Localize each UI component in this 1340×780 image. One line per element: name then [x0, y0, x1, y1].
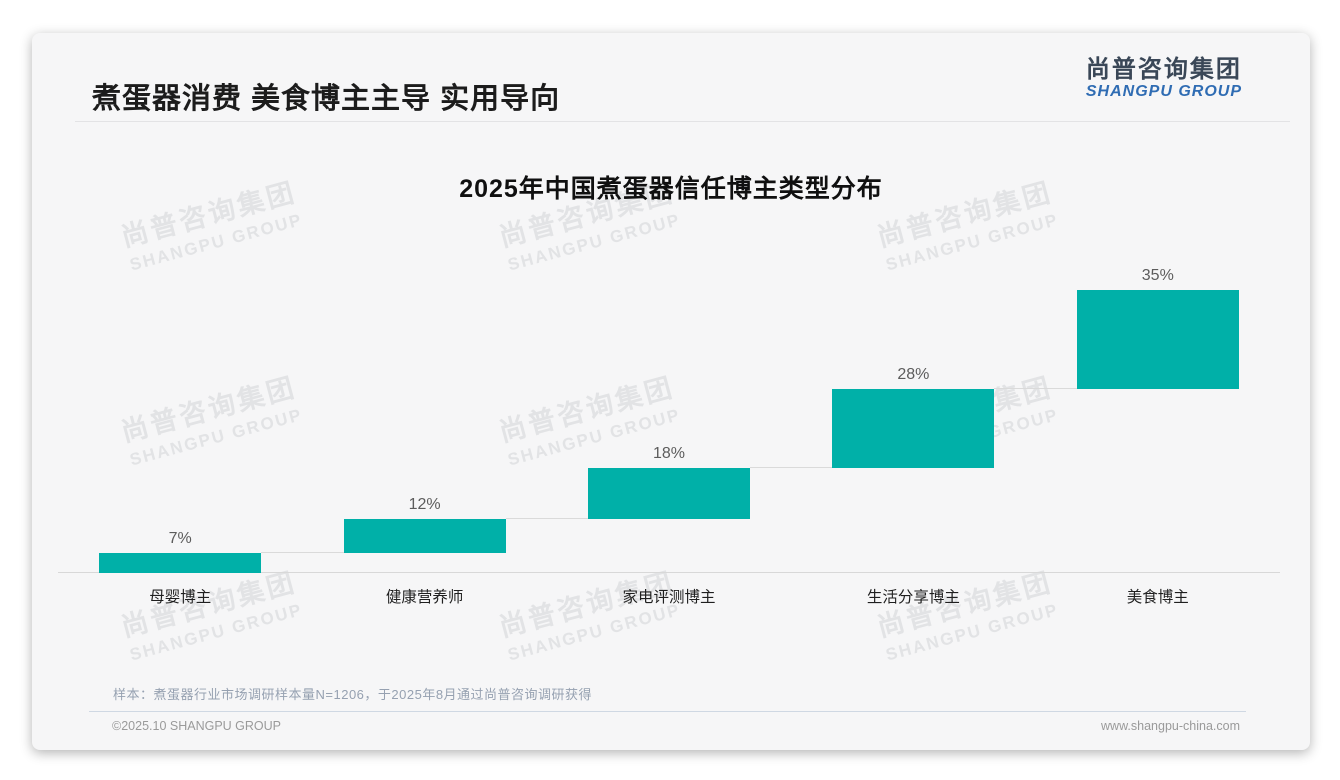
chart-title: 2025年中国煮蛋器信任博主类型分布: [459, 175, 883, 203]
bar-value-label: 28%: [897, 366, 930, 384]
waterfall-bar: [1076, 290, 1239, 390]
bar-value-label: 35%: [1141, 267, 1174, 284]
title-divider: [75, 121, 1290, 122]
logo-text-en: SHANGPU GROUP: [1085, 83, 1242, 100]
sample-note: 样本：煮蛋器行业市场调研样本量N=1206，于2025年8月通过尚普咨询调研获得: [113, 687, 593, 702]
bar-value-label: 7%: [168, 530, 192, 548]
x-axis-line: [58, 572, 1280, 573]
step-connector: [994, 388, 1077, 390]
category-label: 美食博主: [1126, 589, 1189, 606]
category-label: 母婴博主: [149, 589, 212, 606]
category-label: 家电评测博主: [622, 589, 716, 606]
bar-value-label: 12%: [408, 496, 441, 514]
logo-text-cn: 尚普咨询集团: [1085, 56, 1242, 83]
page-title: 煮蛋器消费 美食博主主导 实用导向: [92, 83, 561, 115]
waterfall-bar: [99, 553, 262, 573]
company-logo: 尚普咨询集团 SHANGPU GROUP: [1086, 57, 1242, 101]
step-connector: [261, 552, 344, 554]
footer-divider: [89, 711, 1246, 712]
waterfall-bar: [588, 468, 750, 520]
category-label: 生活分享博主: [866, 589, 960, 606]
slide-card: 尚普咨询集团 SHANGPU GROUP 尚普咨询集团 SHANGPU GROUP 尚普…: [32, 33, 1310, 750]
waterfall-bar: [343, 519, 506, 554]
waterfall-bar: [832, 389, 995, 469]
bar-value-label: 18%: [652, 445, 685, 463]
step-connector: [505, 518, 588, 520]
footer-website: www.shangpu-china.com: [1101, 719, 1240, 733]
waterfall-plot: 7% 母婴博主 12% 健康营养师 18% 家电评测博主 28% 生活分享博主 35% 美食博主: [58, 267, 1280, 606]
footer-copyright: ©2025.10 SHANGPU GROUP: [112, 719, 281, 733]
category-label: 健康营养师: [385, 589, 464, 606]
step-connector: [750, 467, 833, 469]
